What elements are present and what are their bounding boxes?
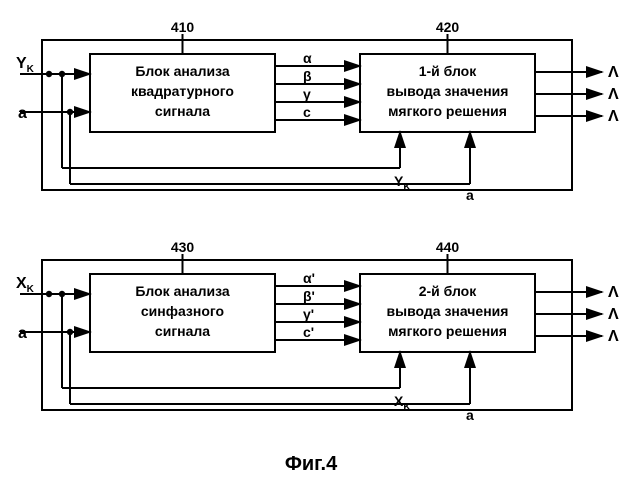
svg-text:a: a — [466, 187, 474, 203]
svg-text:β': β' — [303, 288, 315, 304]
svg-text:γ': γ' — [303, 306, 314, 322]
svg-text:a: a — [18, 325, 27, 342]
svg-text:Блок анализа: Блок анализа — [135, 283, 230, 299]
svg-text:440: 440 — [436, 239, 460, 255]
svg-text:c': c' — [303, 324, 314, 340]
svg-text:410: 410 — [171, 19, 195, 35]
svg-text:вывода значения: вывода значения — [387, 83, 509, 99]
svg-text:сигнала: сигнала — [155, 103, 210, 119]
svg-text:Λ (SK,0): Λ (SK,0) — [608, 328, 622, 347]
svg-text:1-й блок: 1-й блок — [419, 63, 478, 79]
svg-text:Λ (SK,2): Λ (SK,2) — [608, 284, 622, 303]
svg-text:вывода значения: вывода значения — [387, 303, 509, 319]
svg-text:Блок анализа: Блок анализа — [135, 63, 230, 79]
svg-text:синфазного: синфазного — [141, 303, 224, 319]
svg-text:2-й блок: 2-й блок — [419, 283, 478, 299]
svg-text:420: 420 — [436, 19, 460, 35]
svg-text:сигнала: сигнала — [155, 323, 210, 339]
svg-text:430: 430 — [171, 239, 195, 255]
svg-text:XK: XK — [16, 275, 35, 295]
svg-text:Фиг.4: Фиг.4 — [285, 453, 338, 475]
svg-text:γ: γ — [303, 86, 311, 102]
svg-text:α': α' — [303, 270, 315, 286]
svg-text:a: a — [466, 407, 474, 423]
svg-text:Λ (SK,1): Λ (SK,1) — [608, 306, 622, 325]
svg-text:β: β — [303, 68, 312, 84]
svg-text:Λ (SK,5): Λ (SK,5) — [608, 64, 622, 83]
svg-text:Λ (SK,4): Λ (SK,4) — [608, 86, 622, 105]
svg-text:α: α — [303, 50, 312, 66]
svg-text:a: a — [18, 105, 27, 122]
svg-text:мягкого решения: мягкого решения — [388, 323, 507, 339]
svg-text:квадратурного: квадратурного — [131, 83, 234, 99]
svg-text:YK: YK — [16, 55, 35, 75]
svg-text:c: c — [303, 104, 311, 120]
svg-text:Λ (SK,3): Λ (SK,3) — [608, 108, 622, 127]
svg-text:мягкого решения: мягкого решения — [388, 103, 507, 119]
